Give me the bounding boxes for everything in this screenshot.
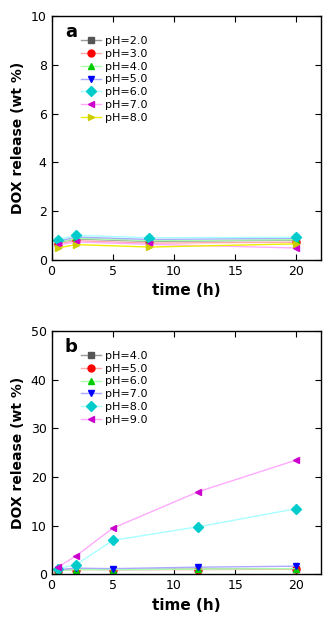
pH=5.0 bbox=[74, 233, 78, 241]
pH=4.0 bbox=[111, 566, 115, 573]
pH=7.0 bbox=[74, 564, 78, 572]
pH=8.0 bbox=[56, 565, 60, 572]
pH=4.0 bbox=[294, 565, 298, 572]
pH=9.0 bbox=[111, 524, 115, 532]
Legend: pH=2.0, pH=3.0, pH=4.0, pH=5.0, pH=6.0, pH=7.0, pH=8.0: pH=2.0, pH=3.0, pH=4.0, pH=5.0, pH=6.0, … bbox=[79, 34, 150, 125]
pH=5.0 bbox=[197, 566, 201, 573]
pH=6.0 bbox=[111, 566, 115, 573]
pH=8.0 bbox=[74, 561, 78, 568]
pH=8.0 bbox=[294, 505, 298, 512]
pH=5.0 bbox=[56, 567, 60, 574]
X-axis label: time (h): time (h) bbox=[152, 283, 220, 298]
Line: pH=7.0: pH=7.0 bbox=[54, 238, 300, 251]
Line: pH=6.0: pH=6.0 bbox=[54, 232, 300, 243]
pH=5.0 bbox=[147, 236, 151, 243]
pH=4.0 bbox=[147, 237, 151, 245]
Line: pH=2.0: pH=2.0 bbox=[54, 235, 300, 246]
pH=8.0 bbox=[56, 244, 60, 251]
Line: pH=8.0: pH=8.0 bbox=[54, 240, 300, 251]
pH=7.0 bbox=[197, 563, 201, 571]
Line: pH=3.0: pH=3.0 bbox=[54, 237, 300, 247]
pH=6.0 bbox=[74, 232, 78, 239]
pH=8.0 bbox=[111, 537, 115, 544]
Line: pH=9.0: pH=9.0 bbox=[54, 457, 300, 570]
pH=6.0 bbox=[56, 236, 60, 243]
pH=3.0 bbox=[56, 240, 60, 248]
pH=2.0 bbox=[74, 235, 78, 243]
pH=3.0 bbox=[294, 238, 298, 246]
pH=4.0 bbox=[74, 565, 78, 573]
pH=8.0 bbox=[294, 240, 298, 248]
Line: pH=4.0: pH=4.0 bbox=[54, 235, 300, 246]
pH=4.0 bbox=[56, 567, 60, 574]
pH=5.0 bbox=[111, 566, 115, 573]
pH=6.0 bbox=[74, 566, 78, 573]
pH=8.0 bbox=[74, 241, 78, 248]
pH=5.0 bbox=[294, 565, 298, 573]
pH=7.0 bbox=[56, 566, 60, 573]
pH=4.0 bbox=[56, 239, 60, 246]
pH=7.0 bbox=[294, 244, 298, 251]
pH=8.0 bbox=[197, 523, 201, 530]
pH=8.0 bbox=[147, 243, 151, 251]
pH=5.0 bbox=[294, 235, 298, 242]
pH=4.0 bbox=[197, 565, 201, 573]
pH=9.0 bbox=[56, 563, 60, 571]
pH=7.0 bbox=[74, 238, 78, 246]
pH=4.0 bbox=[74, 235, 78, 242]
pH=5.0 bbox=[56, 238, 60, 245]
pH=3.0 bbox=[147, 240, 151, 247]
pH=9.0 bbox=[74, 552, 78, 560]
Y-axis label: DOX release (wt %): DOX release (wt %) bbox=[11, 62, 25, 214]
pH=6.0 bbox=[294, 233, 298, 241]
pH=5.0 bbox=[74, 566, 78, 573]
pH=4.0 bbox=[294, 236, 298, 243]
pH=6.0 bbox=[294, 565, 298, 572]
Y-axis label: DOX release (wt %): DOX release (wt %) bbox=[11, 376, 25, 529]
X-axis label: time (h): time (h) bbox=[152, 598, 220, 613]
pH=2.0 bbox=[56, 239, 60, 246]
pH=7.0 bbox=[294, 562, 298, 570]
pH=6.0 bbox=[197, 565, 201, 573]
Line: pH=8.0: pH=8.0 bbox=[54, 505, 300, 572]
pH=7.0 bbox=[147, 241, 151, 248]
pH=2.0 bbox=[294, 236, 298, 244]
Line: pH=6.0: pH=6.0 bbox=[54, 565, 300, 574]
Line: pH=7.0: pH=7.0 bbox=[54, 563, 300, 573]
pH=9.0 bbox=[294, 456, 298, 464]
Legend: pH=4.0, pH=5.0, pH=6.0, pH=7.0, pH=8.0, pH=9.0: pH=4.0, pH=5.0, pH=6.0, pH=7.0, pH=8.0, … bbox=[79, 349, 150, 427]
Line: pH=4.0: pH=4.0 bbox=[54, 565, 300, 574]
pH=2.0 bbox=[147, 238, 151, 245]
pH=7.0 bbox=[111, 565, 115, 572]
pH=7.0 bbox=[56, 241, 60, 249]
pH=6.0 bbox=[56, 567, 60, 574]
pH=9.0 bbox=[197, 488, 201, 495]
Line: pH=5.0: pH=5.0 bbox=[54, 565, 300, 574]
Text: a: a bbox=[65, 24, 77, 41]
Line: pH=5.0: pH=5.0 bbox=[54, 233, 300, 245]
Text: b: b bbox=[65, 338, 78, 356]
pH=6.0 bbox=[147, 234, 151, 241]
pH=3.0 bbox=[74, 237, 78, 245]
